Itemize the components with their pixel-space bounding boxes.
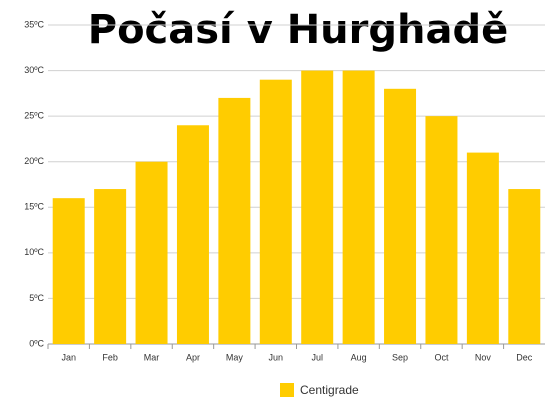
y-tick-label: 15ºC bbox=[24, 202, 44, 212]
x-tick-label: Sep bbox=[392, 352, 408, 362]
bar bbox=[301, 70, 334, 345]
x-tick-label: Mar bbox=[144, 352, 160, 362]
bar bbox=[425, 116, 458, 345]
bar bbox=[508, 189, 541, 344]
legend-swatch bbox=[280, 383, 294, 397]
bar bbox=[342, 70, 375, 345]
x-tick-label: Nov bbox=[475, 352, 492, 362]
bar bbox=[259, 79, 292, 344]
x-tick-label: Jan bbox=[61, 352, 76, 362]
y-tick-label: 0ºC bbox=[29, 338, 44, 348]
bar bbox=[52, 198, 85, 344]
x-tick-label: Feb bbox=[102, 352, 118, 362]
x-tick-label: Jun bbox=[269, 352, 284, 362]
bar bbox=[176, 125, 209, 344]
y-tick-label: 25ºC bbox=[24, 111, 44, 121]
y-tick-label: 20ºC bbox=[24, 156, 44, 166]
legend-label: Centigrade bbox=[300, 383, 359, 397]
y-tick-label: 5ºC bbox=[29, 293, 44, 303]
chart-title: Počasí v Hurghadě bbox=[88, 7, 509, 53]
y-tick-label: 35ºC bbox=[24, 19, 44, 29]
x-tick-label: Aug bbox=[351, 352, 367, 362]
x-tick-label: Oct bbox=[434, 352, 449, 362]
x-tick-label: May bbox=[226, 352, 244, 362]
bar bbox=[94, 189, 127, 344]
bar bbox=[466, 152, 499, 344]
x-tick-label: Apr bbox=[186, 352, 200, 362]
bar bbox=[218, 97, 251, 345]
x-tick-label: Dec bbox=[516, 352, 533, 362]
y-tick-label: 30ºC bbox=[24, 65, 44, 75]
y-tick-label: 10ºC bbox=[24, 247, 44, 257]
x-tick-label: Jul bbox=[311, 352, 323, 362]
bar bbox=[135, 161, 168, 344]
bar bbox=[384, 88, 417, 344]
